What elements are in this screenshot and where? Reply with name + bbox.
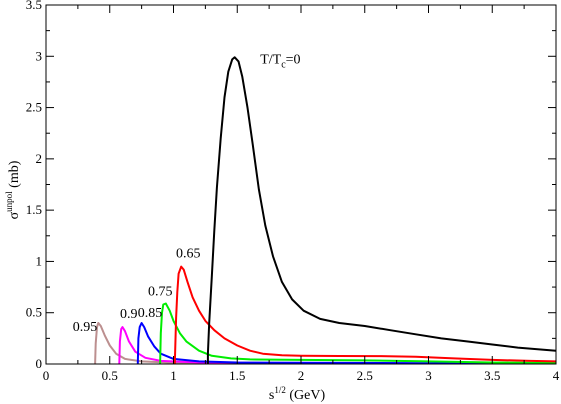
y-axis-title-rest: (mb): [7, 160, 22, 191]
series-label: 0.85: [138, 306, 163, 321]
y-tick-label: 0.5: [26, 305, 42, 320]
x-tick-label: 3.5: [484, 368, 500, 383]
series-label: 0.75: [148, 284, 173, 299]
series-line: [173, 265, 556, 364]
series-line: [118, 326, 556, 364]
series-group: [94, 56, 556, 364]
y-tick-label: 3.5: [26, 0, 42, 12]
x-tick-label: 2: [298, 368, 305, 383]
series-label: 0.9: [120, 307, 138, 322]
series-line: [206, 56, 556, 364]
x-axis-title-sup: 1/2: [274, 385, 286, 395]
labels-layer: 0 0.5 1 1.5 2 2.5 3 3.5 4 0 0.5 1 1.5 2 2.5 3 3.5: [26, 0, 560, 383]
series-line: [136, 322, 556, 364]
x-axis-title: s1/2 (GeV): [269, 385, 326, 403]
ticks-layer: [45, 4, 557, 365]
plot-layer: [94, 56, 556, 364]
x-axis-title-rest: (GeV): [286, 388, 326, 403]
series-label: T/Tc=0: [260, 52, 300, 70]
y-tick-label: 1: [36, 253, 43, 268]
y-axis-title-base: σ: [7, 211, 22, 219]
y-tick-label: 3: [36, 48, 43, 63]
y-tick-label: 2.5: [26, 100, 42, 115]
curve-labels-layer: T/Tc=0 0.65 0.75 0.850.9 0.95: [73, 52, 301, 335]
series-label-sub: c: [281, 59, 286, 70]
series-label-end: =0: [286, 52, 301, 67]
x-tick-label: 2.5: [357, 368, 373, 383]
x-tick-label: 1: [170, 368, 177, 383]
y-axis-title: σunpol (mb): [4, 160, 22, 219]
y-tick-label: 2: [36, 151, 43, 166]
x-tick-label: 0: [43, 368, 50, 383]
y-tick-label: 1.5: [26, 202, 42, 217]
x-tick-label: 4: [553, 368, 560, 383]
x-tick-label: 1.5: [229, 368, 245, 383]
series-label: 0.95: [73, 320, 98, 335]
x-tick-label: 3: [425, 368, 432, 383]
series-label: 0.65: [176, 246, 201, 261]
y-axis-title-sup: unpol: [4, 191, 14, 212]
x-axis-title-base: s: [269, 388, 274, 403]
series-label-main: T/T: [260, 52, 281, 67]
x-tick-label: 0.5: [102, 368, 118, 383]
y-tick-label: 0: [36, 356, 43, 371]
series-line: [159, 302, 556, 364]
